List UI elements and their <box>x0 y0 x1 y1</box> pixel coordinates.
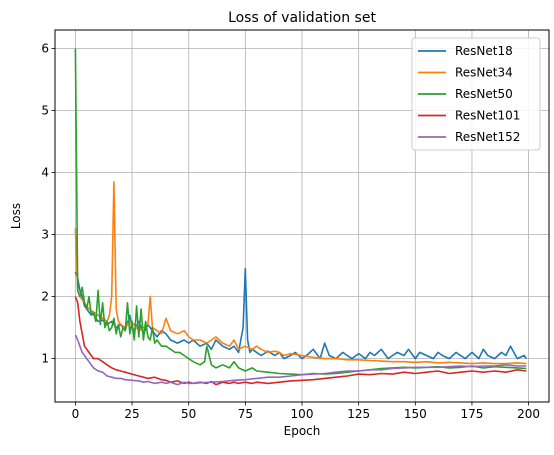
x-tick-label: 175 <box>461 407 484 421</box>
x-tick-label: 50 <box>181 407 196 421</box>
chart-title: Loss of validation set <box>228 10 376 26</box>
y-tick-label: 1 <box>41 352 49 366</box>
x-tick-label: 0 <box>72 407 80 421</box>
series-lines <box>74 48 527 386</box>
x-tick-label: 100 <box>291 407 314 421</box>
legend: ResNet18 ResNet34 ResNet50 ResNet101 ResNet1… <box>411 37 541 151</box>
x-tick-label: 75 <box>238 407 253 421</box>
y-tick-label: 2 <box>41 290 49 304</box>
series-line-resnet34 <box>74 181 527 365</box>
y-axis-title: Loss <box>9 203 23 229</box>
x-axis-title: Epoch <box>284 424 321 438</box>
y-tick-label: 4 <box>41 166 49 180</box>
legend-label: ResNet34 <box>455 66 513 80</box>
y-tick-label: 3 <box>41 228 49 242</box>
y-tick-label: 6 <box>41 42 49 56</box>
legend-label: ResNet101 <box>455 109 520 123</box>
legend-label: ResNet152 <box>455 130 520 144</box>
legend-label: ResNet18 <box>455 44 513 58</box>
x-tick-label: 200 <box>517 407 540 421</box>
y-tick-label: 5 <box>41 104 49 118</box>
series-line-resnet50 <box>74 48 527 376</box>
legend-box <box>411 37 541 151</box>
y-axis: 1 2 3 4 5 6 <box>41 42 55 366</box>
x-tick-label: 125 <box>347 407 370 421</box>
x-tick-label: 150 <box>404 407 427 421</box>
legend-label: ResNet50 <box>455 87 513 101</box>
series-line-resnet152 <box>74 334 527 386</box>
x-tick-label: 25 <box>124 407 139 421</box>
x-axis: 0 25 50 75 100 125 150 175 200 <box>72 402 540 421</box>
